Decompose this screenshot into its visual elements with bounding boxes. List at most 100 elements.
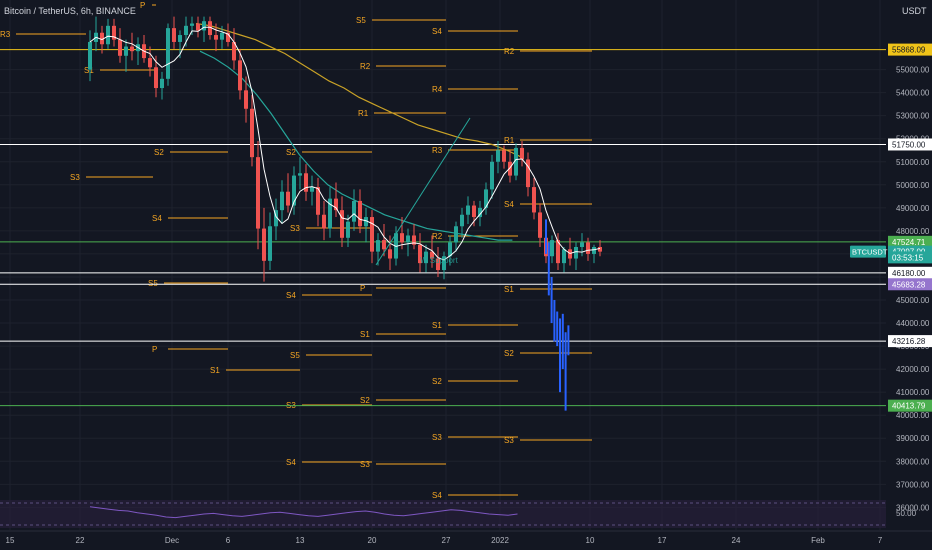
candle: [166, 23, 170, 86]
pivot-label: R1: [504, 136, 515, 145]
candle-body: [532, 187, 536, 213]
candle-body: [586, 242, 590, 254]
candle-body: [190, 23, 194, 26]
candle: [400, 217, 404, 250]
candle: [232, 28, 236, 70]
candle-body: [430, 251, 434, 259]
candle-body: [334, 198, 338, 211]
candle: [328, 187, 332, 238]
candle: [442, 251, 446, 280]
candle-body: [382, 240, 386, 250]
price-label-text: 43216.28: [892, 337, 926, 346]
candle: [370, 210, 374, 264]
candle-body: [118, 39, 122, 56]
candle: [586, 237, 590, 261]
candle: [262, 207, 266, 282]
candle: [508, 150, 512, 183]
candle-body: [490, 161, 494, 190]
candle: [334, 182, 338, 218]
candle: [466, 196, 470, 224]
pivot-label: S4: [432, 27, 442, 36]
x-tick-label: 13: [296, 536, 305, 545]
candle-body: [508, 161, 512, 176]
candle: [358, 189, 362, 234]
candle-body: [184, 25, 188, 36]
candle-body: [100, 32, 104, 45]
pivot-label: R1: [358, 109, 369, 118]
rsi-band: [0, 500, 886, 528]
pivot-label: S2: [360, 396, 370, 405]
candle-body: [88, 41, 92, 70]
price-label-text: 46180.00: [892, 269, 926, 278]
candle: [490, 154, 494, 199]
price-label-box: [888, 235, 932, 248]
pivot-label: S2: [286, 148, 296, 157]
candle-body: [232, 41, 236, 61]
candle-body: [478, 207, 482, 218]
candle-body: [196, 23, 200, 31]
y-tick-label: 39000.00: [896, 434, 930, 443]
x-tick-label: 27: [442, 536, 451, 545]
candle: [214, 23, 218, 52]
pivot-label: P: [152, 345, 157, 354]
candle-body: [400, 233, 404, 243]
candle-body: [346, 221, 350, 238]
candle: [346, 214, 350, 248]
candle-body: [526, 159, 530, 188]
pivot-label: S5: [148, 279, 158, 288]
candle-body: [574, 247, 578, 259]
candle: [88, 30, 92, 82]
x-tick-label: 7: [878, 536, 883, 545]
candle-body: [538, 212, 542, 238]
rsi-line: [89, 506, 518, 519]
pivot-label: S3: [290, 224, 300, 233]
pivot-label: S5: [290, 351, 300, 360]
pivot-label: R2: [360, 62, 371, 71]
candle-body: [598, 247, 602, 252]
candle-body: [460, 214, 464, 227]
w-support-label: W Support: [420, 256, 458, 265]
candle: [202, 16, 206, 42]
candle-body: [340, 210, 344, 238]
candle-body: [562, 249, 566, 264]
y-tick-label: 53000.00: [896, 112, 930, 121]
pivot-label: S3: [360, 460, 370, 469]
x-axis-ticks: 15 22 Dec 6 13 20 27 2022 10 17 24 Feb 7: [6, 536, 883, 545]
y-tick-label: 42000.00: [896, 365, 930, 374]
candle-body: [418, 244, 422, 264]
candle: [430, 235, 434, 268]
candle: [322, 200, 326, 241]
candle-body: [214, 35, 218, 40]
candle-body: [268, 226, 272, 261]
pivot-label: S1: [504, 285, 514, 294]
candle-body: [472, 205, 476, 218]
candle: [226, 23, 230, 47]
pivot-label: R2: [504, 47, 515, 56]
candle-body: [250, 108, 254, 158]
candle: [532, 177, 536, 220]
candle: [238, 48, 242, 100]
y-tick-label: 36000.00: [896, 503, 930, 512]
candle-body: [178, 35, 182, 42]
candle-body: [352, 200, 356, 222]
candle-body: [256, 157, 260, 229]
price-label-box: [888, 43, 932, 56]
pivot-label: S3: [504, 436, 514, 445]
candle-body: [388, 249, 392, 259]
pivot-label: S3: [432, 433, 442, 442]
price-label-text: 45683.28: [892, 280, 926, 289]
candle: [124, 39, 128, 72]
candle-body: [322, 214, 326, 229]
symbol-tag-text: BTCUSDT: [852, 248, 888, 257]
candle-body: [412, 235, 416, 245]
candle-body: [160, 78, 164, 89]
candle: [310, 175, 314, 206]
pivot-label: P: [360, 284, 365, 293]
candle-body: [580, 242, 584, 248]
candle-body: [298, 173, 302, 176]
pivot-label: S2: [154, 148, 164, 157]
price-label-text: 51750.00: [892, 140, 926, 149]
price-label-box: [888, 138, 932, 151]
candle: [316, 177, 320, 227]
